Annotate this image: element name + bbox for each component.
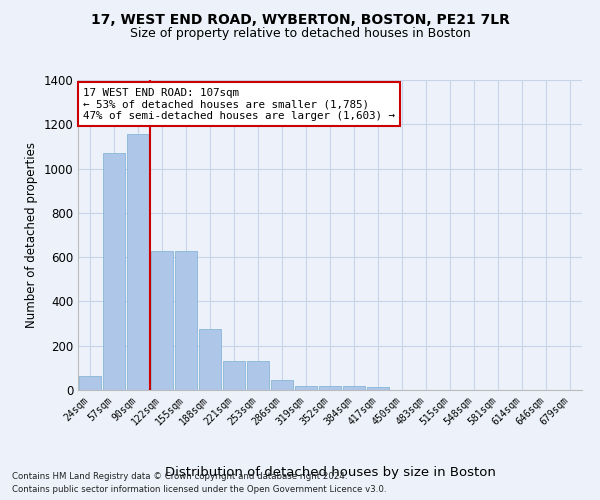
X-axis label: Distribution of detached houses by size in Boston: Distribution of detached houses by size … bbox=[164, 466, 496, 478]
Bar bbox=[199, 329, 221, 390]
Bar bbox=[223, 361, 245, 390]
Bar bbox=[175, 250, 197, 390]
Text: 17, WEST END ROAD, WYBERTON, BOSTON, PE21 7LR: 17, WEST END ROAD, WYBERTON, BOSTON, PE2… bbox=[91, 12, 509, 26]
Text: Size of property relative to detached houses in Boston: Size of property relative to detached ho… bbox=[130, 28, 470, 40]
Bar bbox=[103, 153, 125, 390]
Y-axis label: Number of detached properties: Number of detached properties bbox=[25, 142, 38, 328]
Text: Contains public sector information licensed under the Open Government Licence v3: Contains public sector information licen… bbox=[12, 485, 386, 494]
Text: Contains HM Land Registry data © Crown copyright and database right 2024.: Contains HM Land Registry data © Crown c… bbox=[12, 472, 347, 481]
Bar bbox=[151, 250, 173, 390]
Bar bbox=[247, 361, 269, 390]
Bar bbox=[127, 134, 149, 390]
Bar bbox=[367, 386, 389, 390]
Bar bbox=[295, 386, 317, 390]
Bar bbox=[79, 376, 101, 390]
Bar bbox=[319, 386, 341, 390]
Text: 17 WEST END ROAD: 107sqm
← 53% of detached houses are smaller (1,785)
47% of sem: 17 WEST END ROAD: 107sqm ← 53% of detach… bbox=[83, 88, 395, 121]
Bar bbox=[271, 380, 293, 390]
Bar bbox=[343, 386, 365, 390]
